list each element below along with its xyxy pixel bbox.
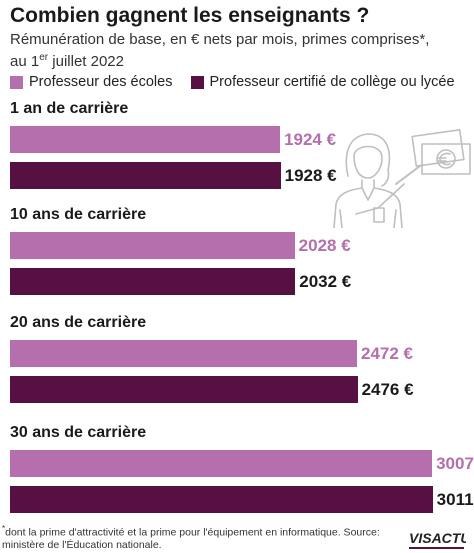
- bar-certifie: [10, 486, 433, 513]
- teacher-with-money-icon: [333, 129, 471, 228]
- category-label: 30 ans de carrière: [10, 424, 147, 441]
- subtitle-line1: Rémunération de base, en € nets par mois…: [10, 31, 430, 48]
- bar-certifie: [10, 268, 296, 295]
- chart-legend: Professeur des écoles Professeur certifi…: [10, 74, 469, 93]
- data-label: 2032 €: [299, 272, 352, 291]
- data-label: 3007 €: [436, 454, 474, 473]
- bar-ecoles: [10, 340, 357, 367]
- bar-ecoles: [10, 232, 295, 259]
- category-label: 1 an de carrière: [10, 100, 129, 117]
- chart-subtitle: Rémunération de base, en € nets par mois…: [10, 31, 470, 71]
- visactu-logo: VISACTU: [409, 530, 466, 549]
- svg-text:VISACTU: VISACTU: [409, 530, 466, 546]
- footnote-star: *: [2, 524, 6, 533]
- legend-swatch-certifie: [190, 75, 204, 89]
- bar-certifie: [10, 162, 281, 189]
- subtitle-line2-sup: er: [39, 52, 49, 63]
- legend-label-certifie: Professeur certifié de collège ou lycée: [209, 74, 455, 90]
- data-label: 3011 €: [436, 490, 474, 509]
- bar-certifie: [10, 376, 358, 403]
- legend-item-ecoles: Professeur des écoles: [10, 74, 172, 90]
- footnote-text: dont la prime d'attractivité et la prime…: [2, 526, 380, 551]
- data-label: 1928 €: [284, 166, 337, 185]
- category-label: 10 ans de carrière: [10, 206, 147, 223]
- legend-label-ecoles: Professeur des écoles: [29, 74, 173, 90]
- bar-ecoles: [10, 126, 281, 153]
- data-label: 2476 €: [361, 380, 414, 399]
- legend-item-certifie: Professeur certifié de collège ou lycée: [190, 74, 455, 90]
- subtitle-line2-pre: au 1: [10, 53, 40, 70]
- chart-title: Combien gagnent les enseignants ?: [10, 4, 370, 27]
- legend-swatch-ecoles: [10, 75, 23, 89]
- footnote: *dont la prime d'attractivité et la prim…: [2, 523, 392, 551]
- data-label: 2472 €: [361, 344, 413, 363]
- bar-ecoles: [10, 450, 433, 477]
- category-label: 20 ans de carrière: [10, 314, 147, 331]
- data-label: 1924 €: [284, 130, 337, 149]
- subtitle-line2-post: juillet 2022: [48, 53, 124, 70]
- data-label: 2028 €: [298, 236, 351, 255]
